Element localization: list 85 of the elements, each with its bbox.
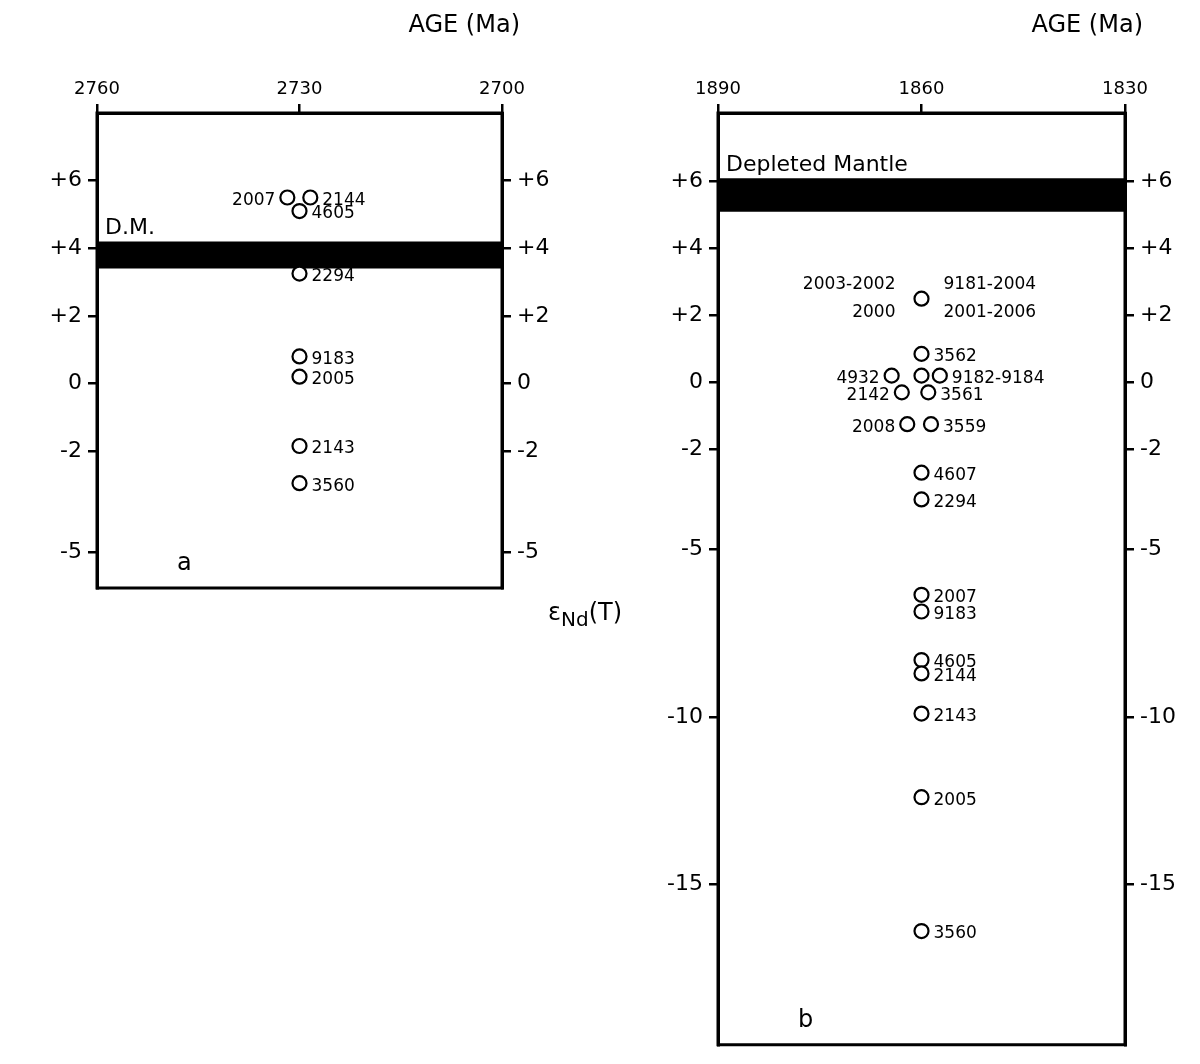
annotation: 2003-2002 [802, 273, 896, 294]
point [913, 651, 930, 669]
y-tick-label: -5 [681, 535, 703, 561]
annotation: 4607 [933, 464, 977, 485]
point [913, 586, 930, 603]
point [899, 416, 916, 433]
y2-tick-label: -10 [1140, 702, 1176, 728]
y-tick-label: 0 [68, 369, 82, 395]
annotation: 2007 [232, 188, 276, 209]
y2-tick-label: -5 [1140, 535, 1162, 561]
x-tick-label: 2760 [74, 76, 120, 98]
y-tick-label: +2 [49, 301, 82, 327]
x-tick-label: 2700 [479, 76, 525, 98]
annotation: 3560 [311, 474, 355, 495]
y-tick-label: -10 [667, 702, 703, 728]
point [913, 665, 930, 682]
x-axis-title: AGE (Ma) [1031, 10, 1143, 39]
annotation: 2294 [311, 265, 355, 286]
y2-tick-label: +2 [517, 301, 550, 327]
y-tick-label: -5 [60, 538, 82, 564]
y-tick-label: 0 [689, 368, 703, 394]
annotation: b [798, 1005, 814, 1034]
annotation: 9183 [311, 347, 355, 368]
point [913, 464, 930, 481]
point [913, 603, 930, 620]
y-tick-label: +4 [670, 234, 703, 260]
point [913, 367, 930, 384]
y2-tick-label: +2 [1140, 301, 1173, 327]
point [913, 922, 930, 940]
point [291, 437, 308, 455]
y2-tick-label: 0 [517, 369, 531, 395]
y-tick-label: -15 [667, 869, 703, 895]
point [291, 368, 308, 385]
point [913, 345, 930, 362]
point [913, 491, 930, 508]
annotation: 3559 [943, 415, 987, 436]
y-tick-label: +4 [49, 233, 82, 259]
point [291, 265, 308, 282]
annotation: 2143 [311, 437, 355, 458]
annotation: a [177, 548, 192, 577]
point [291, 475, 308, 492]
annotation: 3560 [933, 922, 977, 943]
point [922, 416, 940, 433]
y2-tick-label: +4 [517, 233, 550, 259]
point [883, 367, 900, 384]
x-tick-label: 1890 [695, 76, 741, 98]
y2-tick-label: +4 [1140, 234, 1173, 260]
y2-tick-label: -5 [517, 538, 539, 564]
annotation: 2008 [851, 415, 896, 436]
point [920, 384, 937, 401]
annotation: 2005 [933, 788, 977, 809]
point [291, 348, 308, 365]
x-tick-label: 1830 [1102, 76, 1148, 98]
point [893, 384, 910, 401]
annotation: 2000 [852, 301, 896, 322]
annotation: 2001-2006 [943, 301, 1037, 322]
annotation: 2005 [311, 368, 355, 389]
y-tick-label: +2 [670, 301, 703, 327]
y-tick-label: +6 [670, 167, 703, 193]
point [913, 290, 930, 307]
x-axis-title: AGE (Ma) [408, 10, 520, 39]
point [913, 789, 930, 806]
band-label: Depleted Mantle [726, 150, 908, 176]
point [279, 189, 296, 206]
annotation: 2143 [933, 704, 977, 725]
y2-tick-label: +6 [1140, 167, 1173, 193]
band-label: D.M. [105, 214, 155, 240]
x-tick-label: 1860 [898, 76, 945, 98]
y-tick-label: -2 [60, 436, 82, 462]
annotation: 2294 [933, 490, 977, 511]
point [291, 202, 308, 220]
y-axis-title: ε$_{Nd}$(T) [548, 598, 623, 631]
point [931, 367, 948, 384]
y2-tick-label: -2 [1140, 434, 1162, 460]
y2-tick-label: -15 [1140, 869, 1176, 895]
y2-tick-label: -2 [517, 436, 539, 462]
annotation: 3562 [933, 345, 977, 366]
x-tick-label: 2730 [276, 76, 323, 98]
annotation: 9181-2004 [943, 273, 1037, 294]
y2-tick-label: 0 [1140, 368, 1154, 394]
point [913, 705, 930, 722]
y-tick-label: -2 [681, 434, 703, 460]
y-tick-label: +6 [49, 166, 82, 192]
point [302, 189, 319, 206]
y2-tick-label: +6 [517, 166, 550, 192]
